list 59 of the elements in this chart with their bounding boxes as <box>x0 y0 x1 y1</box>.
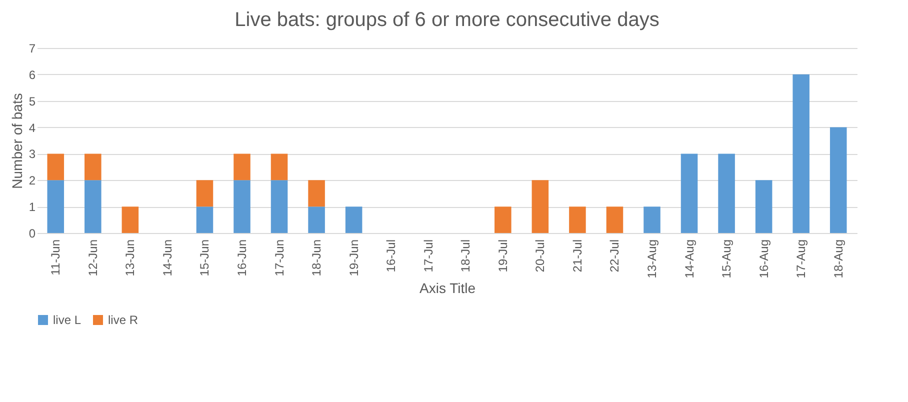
x-tick-label: 14-Aug <box>682 240 696 278</box>
bar <box>84 154 102 180</box>
bar <box>196 180 214 207</box>
legend-label: live R <box>108 313 138 327</box>
x-tick-label: 13-Jun <box>123 240 138 276</box>
bar <box>644 206 660 233</box>
chart-title: Live bats: groups of 6 or more consecutive days <box>234 9 660 31</box>
bar <box>606 206 624 233</box>
bar <box>270 180 288 233</box>
bar <box>122 206 139 233</box>
bar <box>234 180 250 233</box>
x-tick-label: 12-Jun <box>86 240 100 276</box>
y-tick-label: 2 <box>28 174 36 188</box>
x-tick-label: 20-Jul <box>533 240 548 272</box>
x-tick-label: 22-Jul <box>608 240 622 272</box>
x-tick-label: 15-Jun <box>198 240 212 276</box>
bar <box>270 154 288 180</box>
bar <box>196 206 214 233</box>
x-tick-label: 14-Jun <box>160 240 174 276</box>
x-tick-label: 17-Jul <box>421 240 436 272</box>
x-tick-label: 19-Jul <box>496 240 510 272</box>
bar <box>345 206 362 233</box>
x-tick-label: 13-Aug <box>645 240 659 278</box>
bar <box>792 74 810 233</box>
y-tick-label: 3 <box>28 147 36 162</box>
x-tick-label: 18-Jun <box>310 240 324 276</box>
x-tick-label: 21-Jul <box>570 240 584 272</box>
x-tick-label: 11-Jun <box>48 240 63 276</box>
y-axis-title: Number of bats <box>8 93 25 189</box>
bar <box>532 180 549 233</box>
x-tick-label: 16-Aug <box>756 240 771 278</box>
x-axis-title: Axis Title <box>419 280 476 296</box>
legend-label: live L <box>53 313 82 327</box>
y-tick-label: 1 <box>28 200 36 214</box>
bar <box>47 154 64 180</box>
bar <box>718 154 735 233</box>
bar <box>308 180 325 207</box>
x-tick-label: 16-Jul <box>384 240 398 272</box>
x-tick-label: 17-Jun <box>272 240 286 276</box>
x-tick-label: 18-Jul <box>458 240 473 272</box>
y-tick-label: 5 <box>28 94 36 108</box>
bar <box>494 206 512 233</box>
y-tick-label: 6 <box>28 68 36 82</box>
y-tick-label: 0 <box>28 226 36 240</box>
bar <box>308 206 325 233</box>
bar <box>84 180 102 233</box>
x-tick-label: 16-Jun <box>235 240 249 276</box>
bar <box>830 127 847 233</box>
x-tick-label: 19-Jun <box>346 240 361 276</box>
bar <box>755 180 772 233</box>
x-tick-label: 17-Aug <box>794 240 808 278</box>
x-tick-label: 18-Aug <box>831 240 846 278</box>
y-tick-label: 7 <box>28 42 36 56</box>
bar <box>680 154 698 233</box>
bar <box>47 180 64 233</box>
bar <box>234 154 250 180</box>
y-tick-label: 4 <box>28 120 36 135</box>
bar <box>569 206 586 233</box>
x-tick-label: 15-Aug <box>720 240 734 278</box>
